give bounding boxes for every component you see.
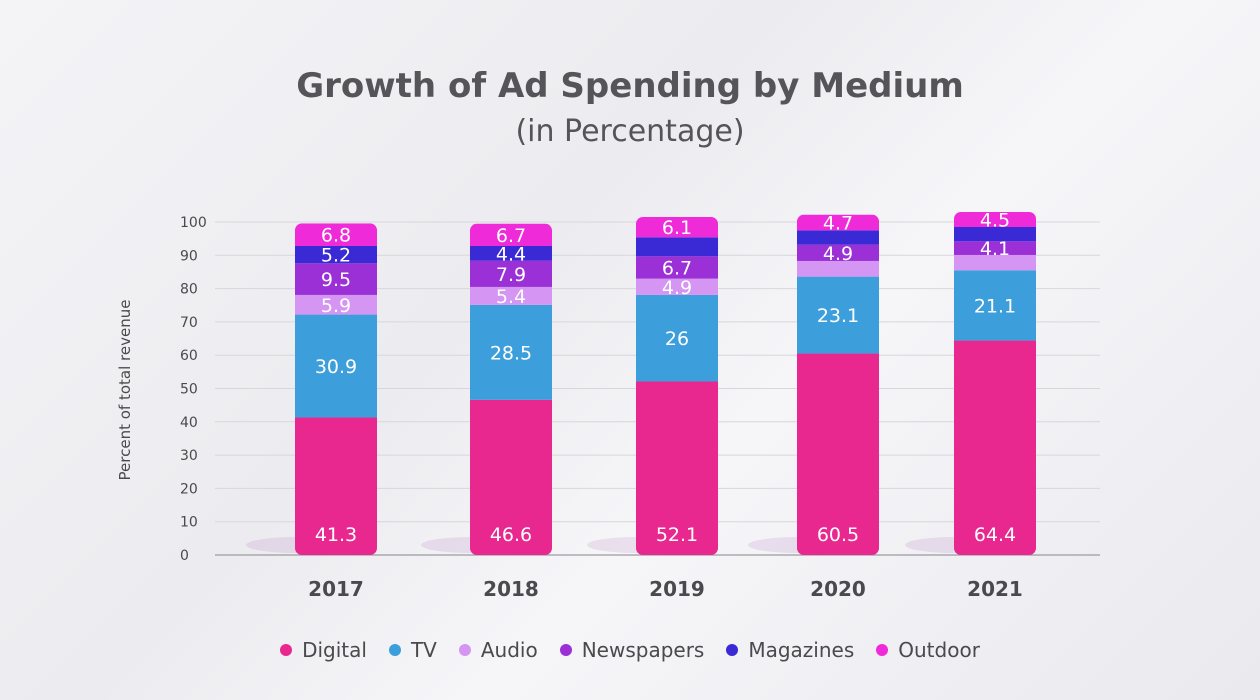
x-tick-label: 2021 bbox=[967, 577, 1023, 601]
bar-segment-magazines-2020 bbox=[797, 230, 879, 245]
data-label: 26 bbox=[665, 328, 689, 350]
data-label: 6.8 bbox=[321, 225, 351, 247]
data-label: 5.2 bbox=[321, 245, 351, 267]
legend-swatch bbox=[559, 644, 572, 656]
bar-segment-tv-2017 bbox=[295, 314, 377, 418]
legend-swatch bbox=[388, 644, 401, 656]
bar-stack-2020 bbox=[797, 214, 879, 555]
bar-segment-tv-2018 bbox=[470, 304, 552, 400]
legend-label: Audio bbox=[480, 638, 538, 662]
y-tick-label: 100 bbox=[180, 215, 207, 231]
data-label: 6.7 bbox=[662, 257, 692, 279]
bar-stack-2018 bbox=[470, 223, 552, 555]
bar-segment-digital-2021 bbox=[954, 340, 1036, 555]
bar-segment-audio-2018 bbox=[470, 286, 552, 305]
bar-segment-audio-2019 bbox=[636, 278, 718, 295]
bar-segment-newspapers-2017 bbox=[295, 263, 377, 295]
legend-label: Outdoor bbox=[898, 638, 980, 662]
data-label: 52.1 bbox=[656, 524, 698, 546]
legend-label: Newspapers bbox=[581, 638, 705, 662]
chart-subtitle: (in Percentage) bbox=[515, 114, 745, 149]
y-tick-label: 50 bbox=[180, 382, 198, 398]
data-label: 5.9 bbox=[321, 295, 351, 317]
data-label: 6.1 bbox=[662, 217, 692, 239]
y-tick-label: 10 bbox=[180, 515, 198, 531]
data-label: 4.5 bbox=[980, 210, 1010, 232]
data-label: 41.3 bbox=[315, 524, 357, 546]
bar-segment-outdoor-2021 bbox=[954, 212, 1036, 227]
x-tick-label: 2019 bbox=[649, 577, 705, 601]
x-tick-label: 2018 bbox=[483, 577, 539, 601]
bar-segment-tv-2019 bbox=[636, 294, 718, 382]
data-label: 4.7 bbox=[823, 212, 853, 234]
bar-segment-newspapers-2021 bbox=[954, 241, 1036, 255]
x-tick-label: 2017 bbox=[308, 577, 364, 601]
legend-label: Digital bbox=[302, 638, 367, 662]
bar-segment-magazines-2018 bbox=[470, 245, 552, 261]
bar-segment-magazines-2017 bbox=[295, 245, 377, 264]
data-label: 4.1 bbox=[980, 238, 1010, 260]
legend-item-tv: TV bbox=[388, 638, 437, 662]
bar-segment-audio-2020 bbox=[797, 260, 879, 277]
legend-item-audio: Audio bbox=[458, 638, 538, 662]
bar-segment-outdoor-2020 bbox=[797, 214, 879, 231]
data-label: 7.9 bbox=[496, 264, 526, 286]
bar-segment-newspapers-2019 bbox=[636, 256, 718, 279]
data-label: 4.9 bbox=[823, 243, 853, 265]
y-tick-label: 90 bbox=[180, 248, 198, 264]
data-label: 6.7 bbox=[496, 225, 526, 247]
bar-segment-digital-2019 bbox=[636, 381, 718, 555]
data-label: 4.9 bbox=[662, 277, 692, 299]
bar-segment-tv-2020 bbox=[797, 276, 879, 354]
data-label: 60.5 bbox=[817, 524, 859, 546]
legend-swatch bbox=[876, 644, 889, 656]
y-tick-label: 80 bbox=[180, 282, 198, 298]
bar-segment-digital-2020 bbox=[797, 353, 879, 555]
x-tick-label: 2020 bbox=[810, 577, 866, 601]
bar-segment-outdoor-2019 bbox=[636, 217, 718, 238]
bar-segment-audio-2021 bbox=[954, 254, 1036, 271]
bar-stack-2021 bbox=[954, 212, 1036, 555]
bar-segment-tv-2021 bbox=[954, 270, 1036, 341]
y-tick-label: 60 bbox=[180, 348, 198, 364]
data-label: 4.4 bbox=[496, 243, 526, 265]
data-label: 5.4 bbox=[496, 286, 526, 308]
data-label: 30.9 bbox=[315, 356, 357, 378]
y-tick-label: 70 bbox=[180, 315, 198, 331]
data-label: 21.1 bbox=[974, 295, 1016, 317]
chart-title: Growth of Ad Spending by Medium bbox=[296, 66, 964, 106]
data-label: 9.5 bbox=[321, 269, 351, 291]
legend-item-newspapers: Newspapers bbox=[559, 638, 705, 662]
y-tick-label: 30 bbox=[180, 448, 198, 464]
legend-item-magazines: Magazines bbox=[726, 638, 854, 662]
bar-segment-digital-2018 bbox=[470, 399, 552, 555]
y-tick-label: 20 bbox=[180, 481, 198, 497]
bar-segment-magazines-2019 bbox=[636, 237, 718, 257]
bar-segment-newspapers-2020 bbox=[797, 244, 879, 261]
bar-segment-outdoor-2017 bbox=[295, 223, 377, 246]
legend-swatch bbox=[726, 644, 739, 656]
data-label: 64.4 bbox=[974, 524, 1016, 546]
legend-item-outdoor: Outdoor bbox=[876, 638, 980, 662]
bar-stack-2017 bbox=[295, 223, 377, 555]
legend-label: TV bbox=[410, 638, 437, 662]
legend-swatch bbox=[458, 644, 471, 656]
bar-stack-2019 bbox=[636, 217, 718, 555]
chart-legend: Digital TV Audio Newspapers Magazines Outdoor bbox=[0, 638, 1260, 662]
bar-segment-digital-2017 bbox=[295, 417, 377, 555]
data-label: 46.6 bbox=[490, 524, 532, 546]
bar-segment-magazines-2021 bbox=[954, 226, 1036, 242]
bar-segment-audio-2017 bbox=[295, 294, 377, 315]
data-label: 28.5 bbox=[490, 342, 532, 364]
legend-label: Magazines bbox=[748, 638, 855, 662]
bar-segment-outdoor-2018 bbox=[470, 223, 552, 246]
legend-item-digital: Digital bbox=[280, 638, 367, 662]
y-tick-label: 40 bbox=[180, 415, 198, 431]
bar-segment-newspapers-2018 bbox=[470, 260, 552, 287]
legend-swatch bbox=[280, 644, 293, 656]
data-label: 23.1 bbox=[817, 305, 859, 327]
y-tick-label: 0 bbox=[180, 548, 189, 564]
